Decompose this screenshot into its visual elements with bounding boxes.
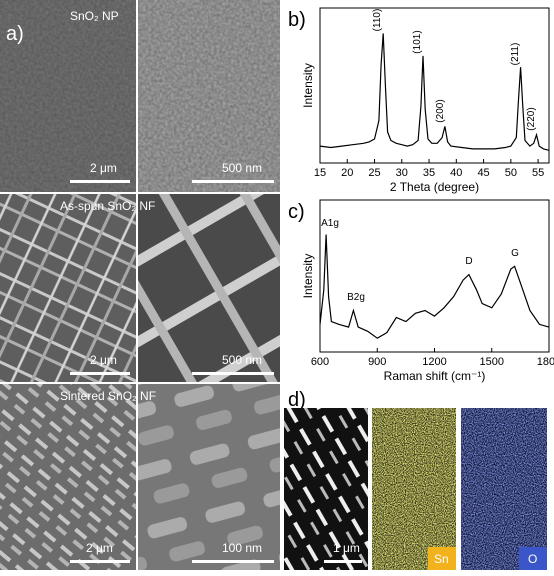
scale-text: 2 μm xyxy=(90,353,117,367)
eds-texture xyxy=(372,408,456,570)
x-tick-label: 1500 xyxy=(480,356,504,368)
sem-image xyxy=(0,194,136,382)
peak-label: B2g xyxy=(347,292,365,303)
caption: As-spun SnO₂ NF xyxy=(60,199,155,213)
caption: SnO₂ NP xyxy=(70,9,119,23)
x-tick-label: 50 xyxy=(505,167,517,179)
legend-box xyxy=(519,547,547,570)
caption: Sintered SnO₂ NF xyxy=(60,389,156,403)
scale-text: 500 nm xyxy=(222,353,262,367)
x-tick-label: 40 xyxy=(450,167,462,179)
map-label: Sn xyxy=(434,552,449,566)
x-axis-title: Raman shift (cm⁻¹) xyxy=(384,369,486,383)
scale-text: 1 μm xyxy=(333,541,360,555)
x-tick-label: 20 xyxy=(341,167,353,179)
x-tick-label: 55 xyxy=(532,167,544,179)
plot-frame xyxy=(319,199,550,353)
peak-label: G xyxy=(511,248,519,259)
scale-bar xyxy=(70,180,130,183)
legend-box xyxy=(428,547,456,570)
panel-a: a) SnO₂ NP As-spun SnO₂ NF Sintered SnO₂… xyxy=(0,0,280,570)
x-tick-label: 900 xyxy=(368,356,386,368)
map-label: O xyxy=(528,552,537,566)
scale-bar xyxy=(192,560,274,563)
plot-frame xyxy=(319,7,550,164)
scale-bars: 2 μm 500 nm 2 μm 500 nm 2 μm 100 nm xyxy=(70,161,274,563)
x-tick-label: 1800 xyxy=(537,356,554,368)
panel-label: d) xyxy=(288,389,306,411)
y-axis-title: Intensity xyxy=(301,254,315,299)
scale-text: 2 μm xyxy=(90,161,117,175)
eds-texture xyxy=(461,408,547,570)
data-line xyxy=(319,234,550,339)
x-axis-title: 2 Theta (degree) xyxy=(390,180,479,194)
data-line xyxy=(319,33,550,151)
x-tick-label: 45 xyxy=(477,167,489,179)
peak-label: (200) xyxy=(435,99,446,122)
sem-texture xyxy=(0,0,136,192)
peak-label: (101) xyxy=(412,30,423,53)
panel-d: d) 1 μm Sn O xyxy=(284,389,547,570)
x-tick-label: 600 xyxy=(311,356,329,368)
x-tick-label: 15 xyxy=(314,167,326,179)
scale-text: 500 nm xyxy=(222,161,262,175)
panel-label: b) xyxy=(288,9,306,31)
sem-texture xyxy=(138,0,280,192)
scale-bar xyxy=(192,372,274,375)
scale-bar xyxy=(192,180,274,183)
y-axis-title: Intensity xyxy=(301,63,315,108)
panel-label: c) xyxy=(288,201,305,223)
peak-label: (110) xyxy=(372,9,383,32)
scale-bar xyxy=(70,372,130,375)
sem-image xyxy=(138,384,280,570)
scale-text: 100 nm xyxy=(222,541,262,555)
peak-label: A1g xyxy=(321,218,339,229)
scale-bar xyxy=(324,560,362,563)
peak-label: (220) xyxy=(526,107,537,130)
peak-label: D xyxy=(465,256,472,267)
x-tick-label: 35 xyxy=(423,167,435,179)
panel-label: a) xyxy=(6,23,24,45)
peak-label: (211) xyxy=(510,43,521,66)
sem-image xyxy=(138,194,280,382)
x-tick-label: 30 xyxy=(396,167,408,179)
sem-image xyxy=(284,408,368,570)
sem-image xyxy=(0,384,136,570)
scale-text: 2 μm xyxy=(86,541,113,555)
x-tick-label: 1200 xyxy=(422,356,446,368)
x-tick-label: 25 xyxy=(368,167,380,179)
scale-bar xyxy=(70,560,130,563)
